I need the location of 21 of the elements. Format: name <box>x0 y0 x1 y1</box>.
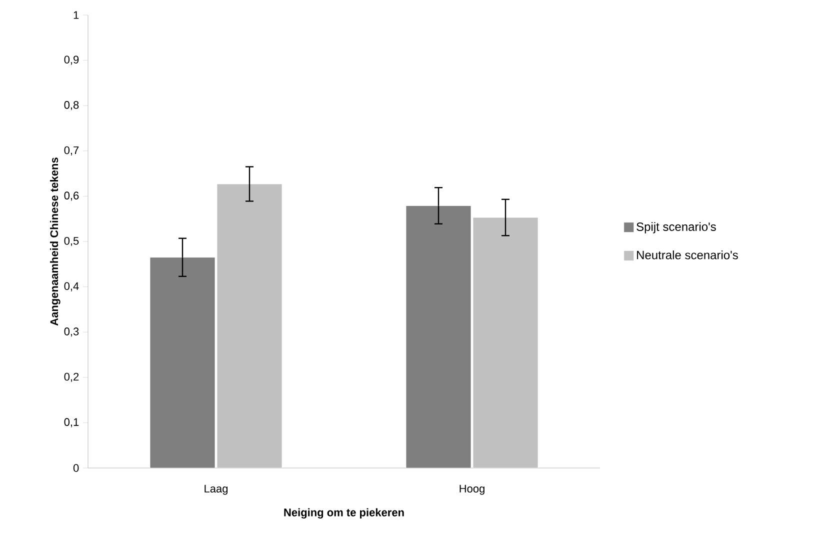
bar <box>472 217 538 468</box>
y-tick-label: 0,3 <box>64 328 79 337</box>
x-tick-label: Hoog <box>460 484 484 495</box>
y-tick-label: 0,6 <box>64 192 79 201</box>
bar <box>150 257 216 468</box>
y-tick-label: 0 <box>73 464 79 472</box>
y-tick-label: 0,4 <box>64 282 79 292</box>
x-tick-label: Laag <box>204 484 228 495</box>
y-tick-label: 0,2 <box>64 372 79 382</box>
y-tick-label: 0,1 <box>64 418 79 428</box>
bar <box>216 184 282 468</box>
x-axis-title: Neiging om te piekeren <box>284 508 404 519</box>
y-tick-label: 1 <box>74 11 79 19</box>
legend-label: Neutrale scenario's <box>637 250 738 260</box>
y-tick-label: 0,7 <box>64 146 79 156</box>
bar <box>406 206 472 468</box>
y-tick-label: 0,5 <box>64 236 79 246</box>
legend-label: Spijt scenario's <box>636 222 716 234</box>
y-tick-label: 0,8 <box>64 101 79 110</box>
y-tick-label: 0,9 <box>64 56 79 65</box>
y-axis-title: Aangenaamheid Chinese tekens <box>50 158 60 326</box>
